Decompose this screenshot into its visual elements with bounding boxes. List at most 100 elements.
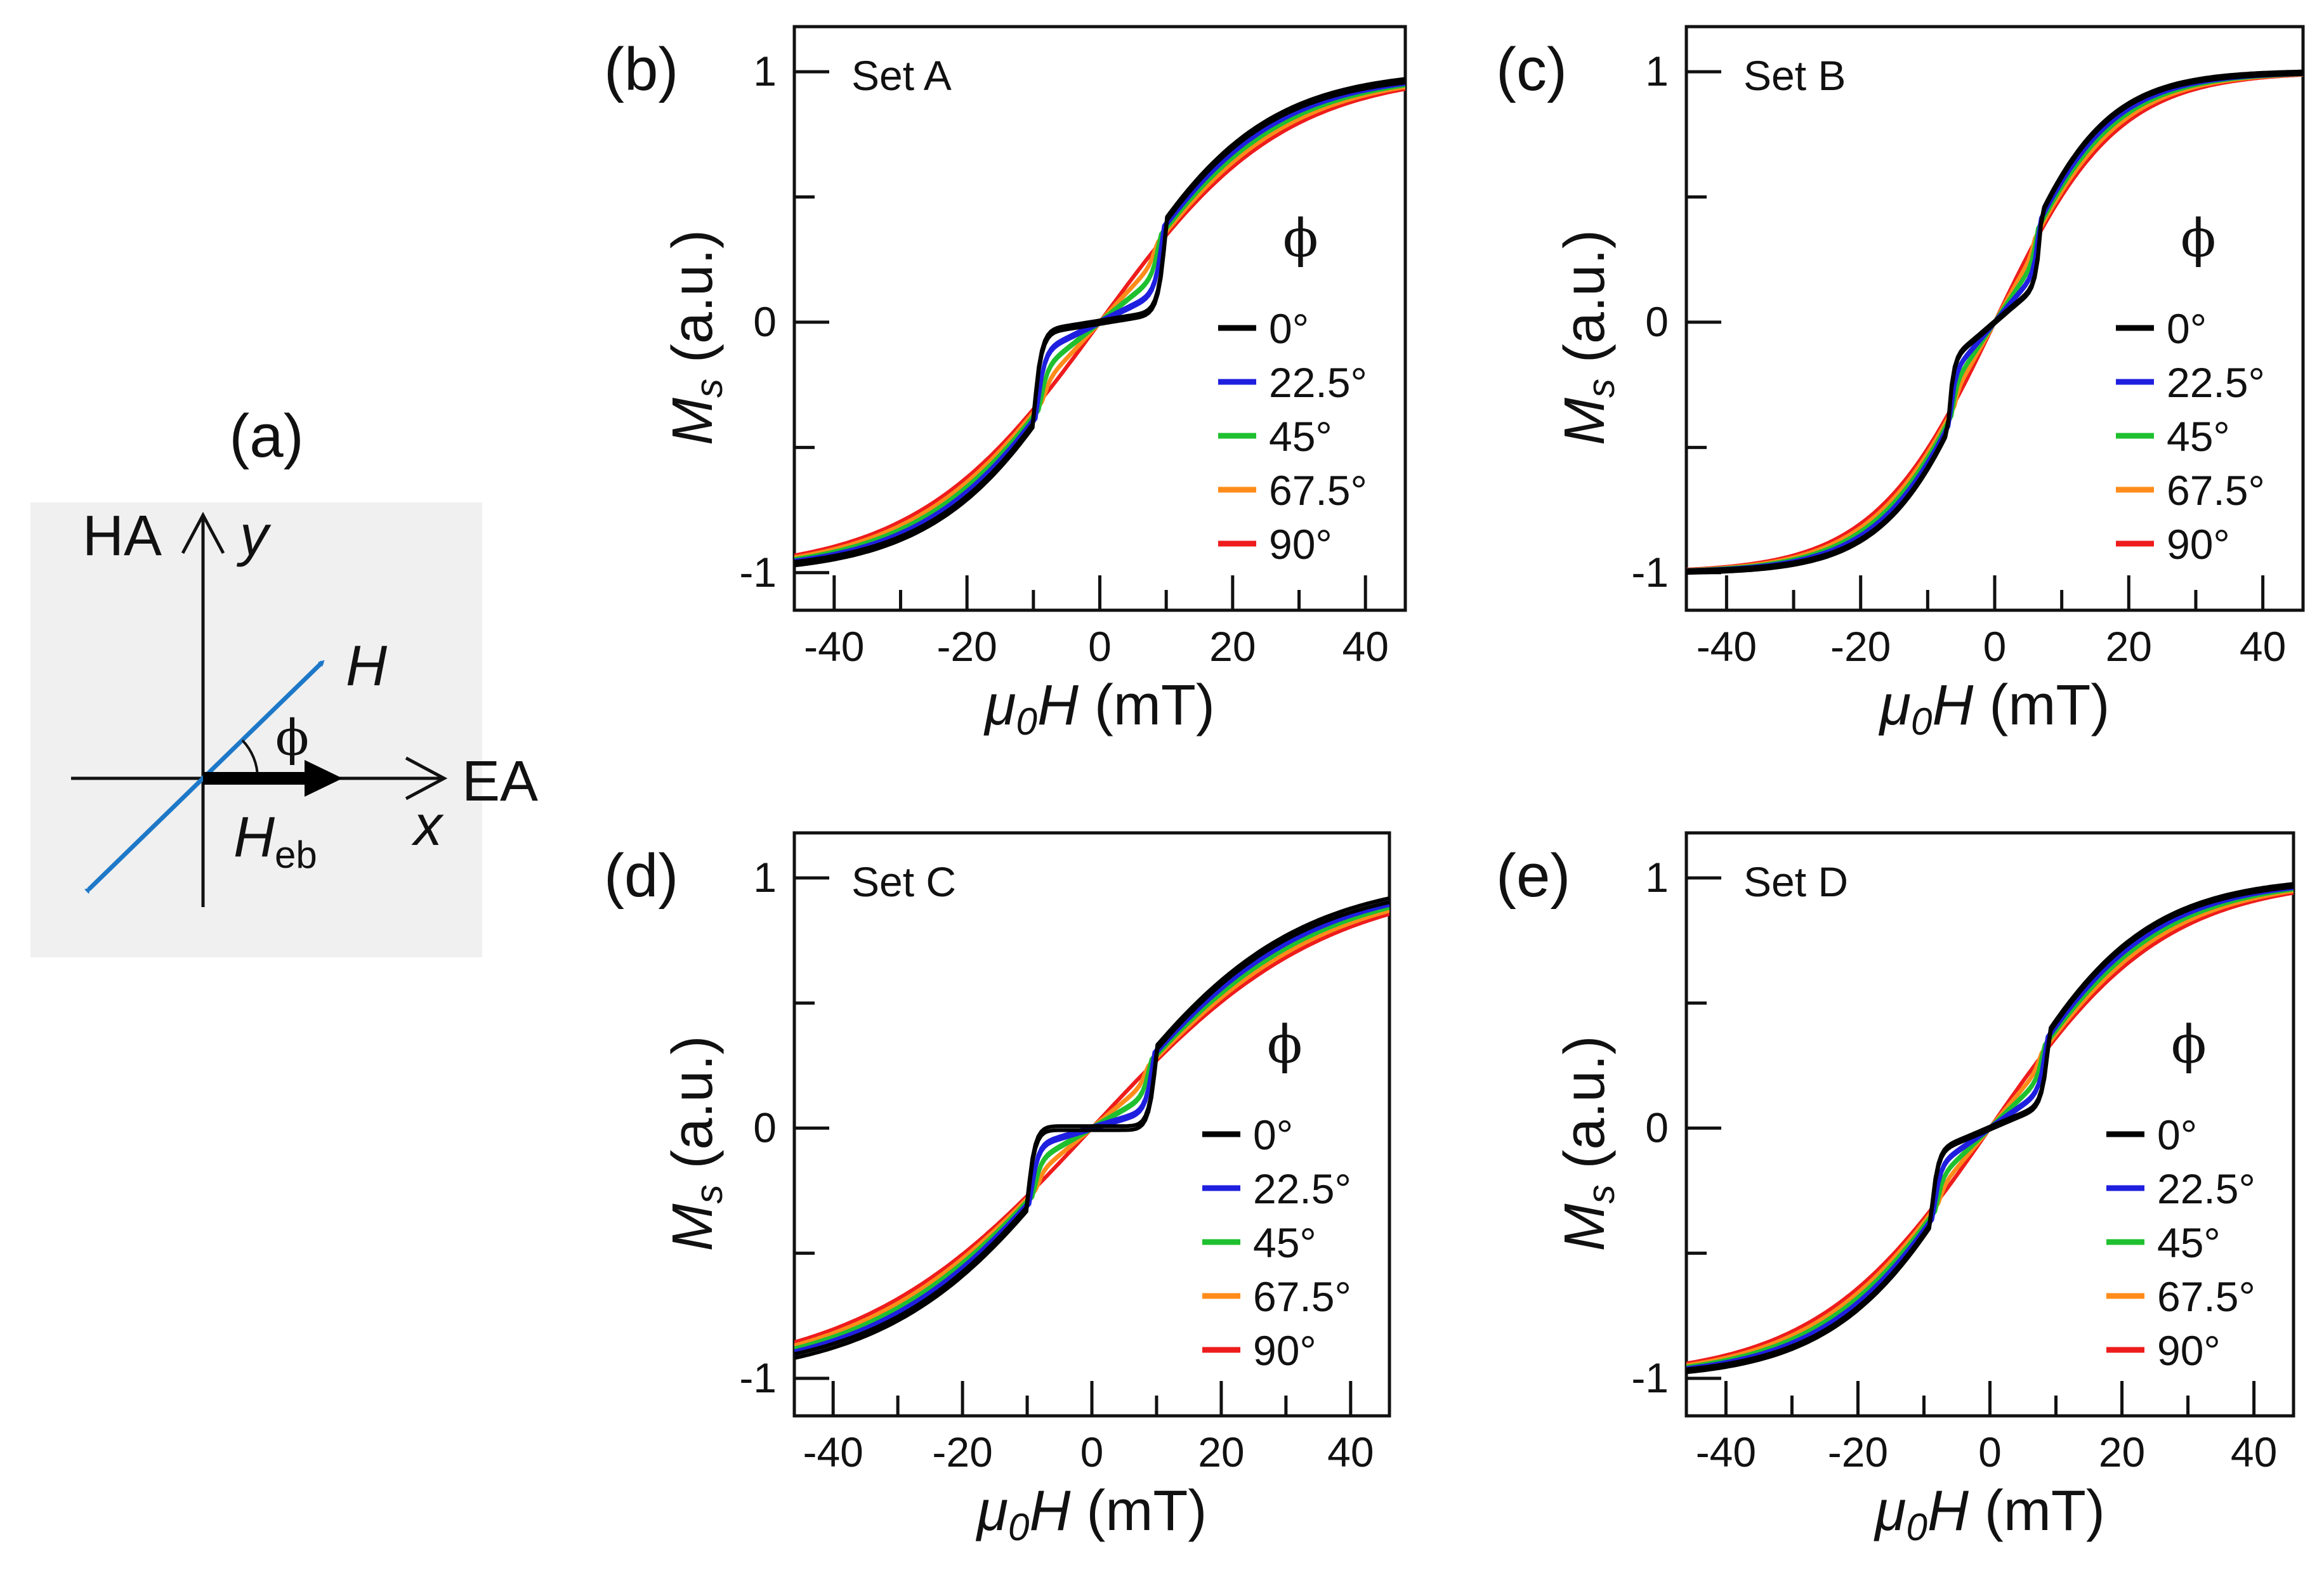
- curves-group: [1686, 69, 2303, 575]
- x-tick-label: 40: [1327, 1429, 1374, 1475]
- legend-label: 0°: [1253, 1111, 1293, 1158]
- legend-phi-heading: ϕ: [2181, 209, 2216, 269]
- chart-title: Set C: [851, 858, 956, 905]
- y-tick-label: 0: [1645, 1104, 1669, 1151]
- x-tick-label: 40: [2240, 623, 2286, 670]
- legend-label: 67.5°: [1253, 1273, 1351, 1320]
- legend-label: 22.5°: [1269, 359, 1367, 406]
- x-axis-title: μ0H (mT): [983, 674, 1215, 743]
- chart-panel-e: -1 0 1 -40 -20 0 20 40 μ0H (mT) Ms (a.u.) (e) Set D…: [1496, 831, 2295, 1548]
- x-axis-title: μ0H (mT): [1874, 1479, 2105, 1548]
- exchange-bias-label: Heb: [233, 806, 317, 876]
- y-tick-label: 1: [1645, 48, 1669, 95]
- y-tick-label: -1: [739, 549, 777, 596]
- x-axis-label: x: [411, 794, 444, 858]
- x-tick-label: -40: [803, 1429, 863, 1475]
- chart-title: Set A: [851, 52, 952, 99]
- legend-label: 22.5°: [2157, 1165, 2255, 1212]
- exchange-bias-arrowhead: [305, 760, 343, 797]
- x-tick-label: -20: [932, 1429, 992, 1475]
- x-axis-arrowhead: [405, 756, 448, 801]
- series-curve-0deg-up: [1686, 69, 2303, 572]
- chart-title: Set B: [1743, 52, 1846, 99]
- x-tick-label: 40: [2231, 1429, 2277, 1475]
- legend-label: 45°: [1269, 413, 1332, 460]
- x-axis-title: μ0H (mT): [976, 1479, 1207, 1548]
- x-tick-label: -20: [1830, 623, 1891, 670]
- legend-label: 45°: [2167, 413, 2230, 460]
- legend-label: 67.5°: [1269, 467, 1367, 514]
- series-curve-0deg-down: [794, 81, 1405, 568]
- legend-label: 22.5°: [1253, 1165, 1351, 1212]
- panel-label: (c): [1496, 36, 1567, 103]
- y-axis-title: Ms (a.u.): [661, 230, 730, 445]
- series-curve-0deg-down: [1686, 885, 2294, 1375]
- x-tick-label: -20: [936, 623, 997, 670]
- y-axis-label: y: [236, 504, 272, 568]
- y-axis-title: Ms (a.u.): [1553, 1035, 1622, 1251]
- y-tick-label: 1: [753, 48, 777, 95]
- y-tick-label: -1: [739, 1354, 777, 1401]
- curves-group: [794, 77, 1405, 568]
- angle-phi-label: ϕ: [275, 710, 309, 767]
- x-tick-label: 20: [1209, 623, 1256, 670]
- panel-label: (d): [604, 842, 678, 910]
- legend-label: 67.5°: [2167, 467, 2265, 514]
- x-tick-label: 0: [1080, 1429, 1104, 1475]
- legend-label: 90°: [2167, 521, 2230, 568]
- field-geometry-diagram: (a) HA y EA x H ϕ Heb: [30, 402, 538, 957]
- series-curve-0deg-down: [794, 900, 1389, 1360]
- x-tick-label: 40: [1342, 623, 1388, 670]
- chart-panel-c: -1 0 1 -40 -20 0 20 40 μ0H (mT) Ms (a.u.) (c) Set B…: [1496, 25, 2305, 743]
- y-tick-label: 0: [753, 1104, 777, 1151]
- y-axis-title: Ms (a.u.): [1553, 230, 1622, 445]
- chart-panel-b: -1 0 1 -40 -20 0 20 40 μ0H (mT) Ms (a.u.) (b) Set A…: [604, 25, 1407, 743]
- curves-group: [1686, 882, 2294, 1375]
- y-axis-arrowhead: [181, 511, 225, 554]
- x-tick-label: 20: [2099, 1429, 2145, 1475]
- series-curve-0deg-up: [794, 896, 1389, 1356]
- y-tick-label: -1: [1631, 549, 1669, 596]
- legend-label: 0°: [2157, 1111, 2197, 1158]
- legend-label: 0°: [2167, 305, 2207, 352]
- legend-label: 0°: [1269, 305, 1309, 352]
- hard-axis-label: HA: [82, 504, 162, 568]
- legend-label: 90°: [1253, 1327, 1316, 1374]
- legend-label: 67.5°: [2157, 1273, 2255, 1320]
- x-tick-label: -20: [1828, 1429, 1888, 1475]
- x-tick-label: 0: [1983, 623, 2007, 670]
- legend-phi-heading: ϕ: [1267, 1015, 1303, 1075]
- panel-label-a: (a): [229, 402, 303, 470]
- easy-axis-label: EA: [462, 750, 538, 813]
- x-axis-title: μ0H (mT): [1879, 674, 2110, 743]
- y-tick-label: 0: [1645, 298, 1669, 345]
- legend-label: 45°: [2157, 1219, 2221, 1266]
- charts-group: -1 0 1 -40 -20 0 20 40 μ0H (mT) Ms (a.u.) (b) Set A…: [604, 25, 2305, 1548]
- y-tick-label: 0: [753, 298, 777, 345]
- y-tick-label: 1: [1645, 854, 1669, 901]
- curves-group: [794, 896, 1389, 1360]
- panel-label: (e): [1496, 842, 1570, 910]
- series-curve-0deg-up: [1686, 882, 2294, 1371]
- diagram-background: [30, 502, 482, 957]
- series-curve-0deg-up: [794, 77, 1405, 564]
- x-tick-label: -40: [1697, 623, 1757, 670]
- field-h-label: H: [346, 634, 388, 698]
- x-tick-label: 20: [2106, 623, 2152, 670]
- series-curve-0deg-down: [1686, 72, 2303, 575]
- x-tick-label: 0: [1978, 1429, 2002, 1475]
- legend-phi-heading: ϕ: [1283, 209, 1318, 269]
- y-axis-title: Ms (a.u.): [661, 1035, 730, 1251]
- x-tick-label: -40: [804, 623, 864, 670]
- legend-label: 22.5°: [2167, 359, 2265, 406]
- x-tick-label: 0: [1088, 623, 1112, 670]
- legend-label: 90°: [2157, 1327, 2221, 1374]
- legend-label: 90°: [1269, 521, 1332, 568]
- chart-title: Set D: [1743, 858, 1848, 905]
- chart-panel-d: -1 0 1 -40 -20 0 20 40 μ0H (mT) Ms (a.u.) (d) Set C…: [604, 831, 1391, 1548]
- x-tick-label: 20: [1198, 1429, 1244, 1475]
- y-tick-label: 1: [753, 854, 777, 901]
- legend-phi-heading: ϕ: [2171, 1015, 2207, 1075]
- x-tick-label: -40: [1696, 1429, 1756, 1475]
